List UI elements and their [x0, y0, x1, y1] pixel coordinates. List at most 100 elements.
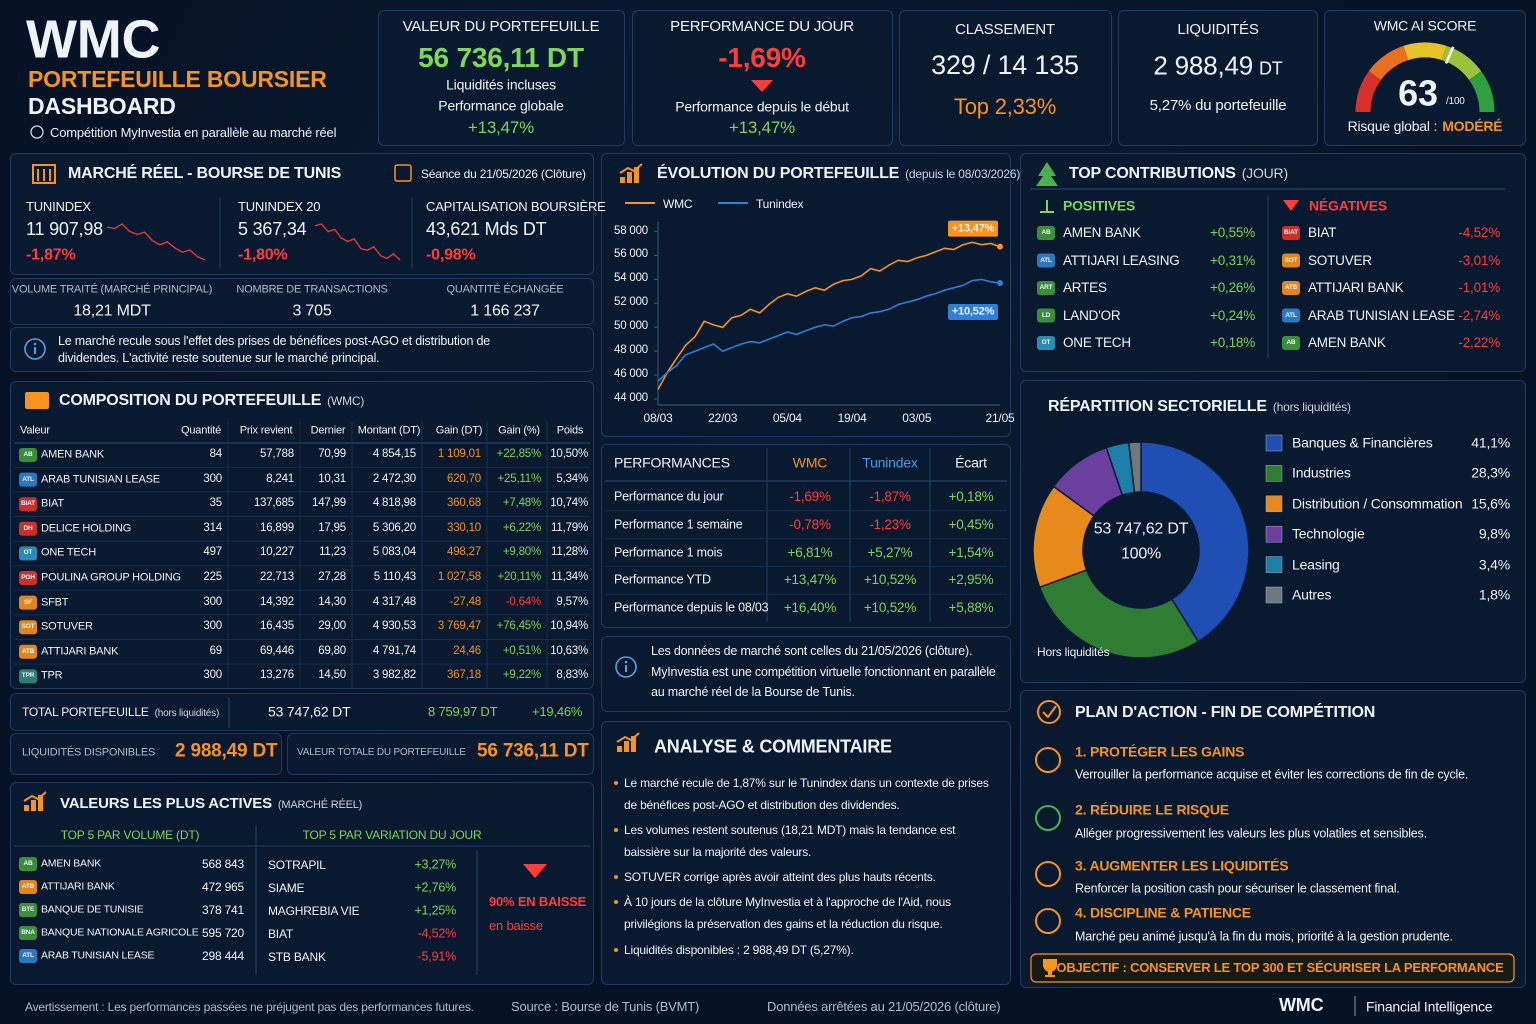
label: NOMBRE DE TRANSACTIONS [236, 283, 388, 296]
x-tick-label: 03/05 [902, 410, 932, 425]
icon [624, 741, 629, 752]
label: +0,24% [1210, 307, 1255, 323]
table-cell: 13,276 [260, 669, 294, 682]
heading: TOTAL PORTEFEUILLE (hors liquidités) [22, 703, 219, 721]
legend-label: Technologie [1292, 525, 1365, 542]
table-cell: 4 317,48 [372, 595, 416, 608]
badge [19, 903, 37, 917]
badge [19, 857, 37, 871]
label: 43,621 Mds DT [426, 219, 547, 240]
stock-name: SOTUVER [41, 620, 93, 633]
end-label: +10,52% [951, 305, 995, 318]
table-cell: +6,81% [787, 544, 833, 560]
row-label: Performance depuis le 08/03 [614, 600, 769, 615]
table-cell: +76,45% [496, 620, 542, 633]
stock-name: POULINA GROUP HOLDING [41, 571, 181, 584]
legend-swatch [1265, 495, 1283, 513]
subtitle: DASHBOARD [28, 93, 176, 120]
gauge-arc [1468, 71, 1495, 113]
y-tick-label: 56 000 [614, 248, 648, 261]
badge [1037, 226, 1055, 240]
gauge-arc [1403, 42, 1447, 61]
heading-note: (JOUR) [1241, 165, 1288, 181]
icon [616, 732, 640, 743]
legend-value: 1,8% [1478, 586, 1510, 603]
stock-name: SIAME [268, 880, 305, 895]
table-cell: 300 [203, 472, 222, 485]
footer-text: Avertissement : Les performances passées… [25, 999, 474, 1014]
legend-swatch [1265, 434, 1283, 452]
heading-main: ÉVOLUTION DU PORTEFEUILLE [657, 165, 900, 182]
kpi-value: 2 988,49 DT [1153, 51, 1282, 82]
table-cell: 367,18 [447, 669, 481, 682]
logo: WMC [26, 9, 161, 70]
stock-name: AMEN BANK [1308, 334, 1386, 350]
y-tick-label: 50 000 [614, 320, 648, 333]
heading: MARCHÉ RÉEL - BOURSE DE TUNIS [68, 165, 341, 183]
label: +19,46% [532, 704, 583, 720]
trophy-icon [1043, 959, 1057, 977]
legend-swatch [1265, 556, 1283, 573]
heading-main: VALEURS LES PLUS ACTIVES [60, 795, 272, 812]
table-cell: 70,99 [318, 448, 346, 461]
x-tick-label: 19/04 [837, 410, 867, 425]
title: PORTEFEUILLE BOURSIER [28, 66, 327, 93]
stock-name: SOTUVER [1308, 252, 1372, 268]
heading: ÉVOLUTION DU PORTEFEUILLE (depuis le 08/0… [657, 165, 1020, 183]
panel [10, 327, 594, 372]
table-cell: 314 [203, 521, 222, 534]
donut-slice [1140, 441, 1250, 643]
legend-label: Leasing [1292, 556, 1340, 573]
badge [19, 571, 37, 585]
panel [632, 10, 893, 146]
objective-box [1030, 953, 1515, 983]
table-cell: 4 854,15 [372, 448, 416, 461]
label: +0,18% [1210, 334, 1255, 350]
label: 90% EN BAISSE [489, 894, 587, 910]
badge [1282, 281, 1300, 295]
table-cell: 22,713 [260, 571, 294, 584]
plan-item-title: 4. DISCIPLINE & PATIENCE [1075, 904, 1251, 921]
panel [10, 693, 594, 731]
table-cell: 11,23 [319, 546, 346, 559]
bullet-text: Les volumes restent soutenus (18,21 MDT)… [624, 823, 956, 860]
legend-value: 3,4% [1478, 556, 1510, 573]
label: -5,91% [417, 949, 457, 964]
icon [1035, 805, 1061, 831]
gauge-marker [1444, 46, 1455, 64]
legend-label: Industries [1292, 464, 1351, 481]
kpi-value: 329 / 14 135 [931, 49, 1079, 80]
heading-note: MODÉRÉ [1442, 118, 1503, 134]
legend-label: Autres [1292, 586, 1332, 603]
label: TUNINDEX 20 [238, 199, 321, 215]
table-cell: 57,788 [260, 448, 294, 461]
icon [619, 163, 643, 174]
plan-item-title: 1. PROTÉGER LES GAINS [1075, 743, 1245, 760]
label: VALEUR TOTALE DU PORTEFEUILLE [297, 747, 466, 758]
panel [10, 782, 594, 985]
label: 53 747,62 DT [1093, 520, 1189, 538]
label: QUANTITÉ ÉCHANGÉE [446, 283, 564, 296]
column-header: Gain (%) [498, 424, 540, 437]
badge [19, 949, 37, 963]
label: Séance du 21/05/2026 (Clôture) [421, 166, 586, 181]
legend-label: WMC [663, 196, 693, 211]
badge [19, 880, 37, 894]
icon [631, 736, 636, 752]
heading-note: (WMC) [327, 394, 365, 408]
badge-code: ATL [22, 475, 34, 483]
stock-name: BIAT [268, 926, 293, 941]
badge-code: DH [23, 524, 33, 532]
badge-code: BIAT [21, 500, 35, 508]
legend-label: Distribution / Consommation [1292, 495, 1463, 512]
stock-name: SFBT [41, 596, 69, 608]
label: en baisse [489, 918, 543, 934]
end-point [997, 243, 1003, 250]
y-tick-label: 46 000 [614, 368, 648, 381]
y-tick-label: 54 000 [614, 272, 648, 285]
column-header: Dernier [310, 424, 346, 437]
heading-main: TOTAL PORTEFEUILLE [22, 705, 149, 719]
heading-note: DT [1259, 58, 1283, 79]
column-header: PERFORMANCES [614, 454, 730, 471]
